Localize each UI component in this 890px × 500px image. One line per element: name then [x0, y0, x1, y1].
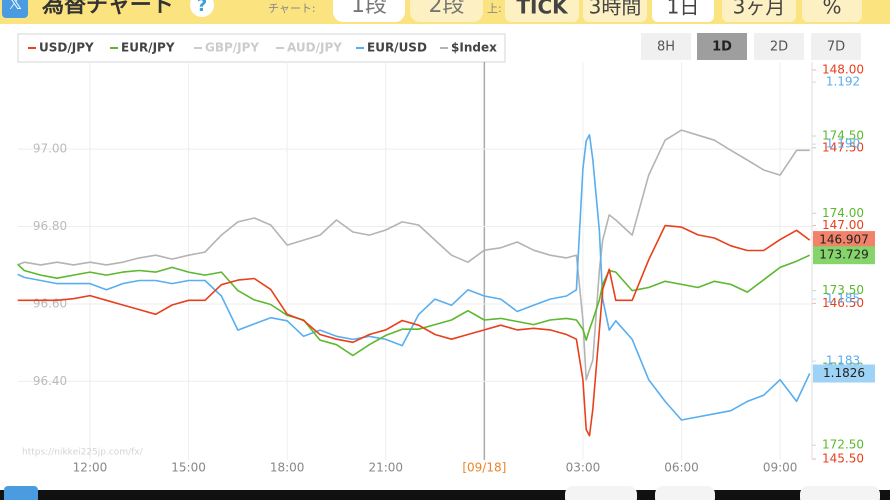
- period-button[interactable]: [697, 33, 747, 60]
- app-title: 為替チャート: [42, 0, 174, 18]
- period-button-label: 2D: [770, 40, 788, 55]
- range-button-label: 3ヶ月: [733, 0, 786, 19]
- range-button-label: 3時間: [589, 0, 642, 19]
- y-tick-label: 145.50: [822, 452, 864, 466]
- y-tick-label: 1.190: [826, 137, 860, 151]
- value-badge: [813, 246, 875, 265]
- period-button-label: 7D: [827, 40, 845, 55]
- y-tick-label: 146.50: [822, 296, 864, 310]
- bottom-button[interactable]: [800, 486, 880, 500]
- period-button-label: 1D: [712, 40, 732, 55]
- legend-label[interactable]: EUR/JPY: [121, 41, 175, 55]
- series-line: [17, 129, 810, 381]
- x-tick-label: 06:00: [664, 461, 699, 475]
- value-badge: [813, 364, 875, 383]
- period-button-label: 8H: [657, 40, 675, 55]
- bottom-bar: [0, 490, 890, 500]
- value-badge-label: 1.1826: [823, 366, 865, 380]
- x-tick-label: 15:00: [171, 461, 206, 475]
- value-badge-label: 173.729: [819, 248, 869, 262]
- layout-button[interactable]: [333, 0, 405, 22]
- legend-label[interactable]: GBP/JPY: [205, 41, 259, 55]
- range-button[interactable]: [722, 0, 796, 22]
- y-tick-label: 172.50: [822, 438, 864, 452]
- x-tick-label: [09/18]: [462, 461, 506, 475]
- y-tick-label: 147.00: [822, 218, 864, 232]
- layout-button[interactable]: [410, 0, 483, 22]
- layout-button-label: 2段: [429, 0, 465, 18]
- period-button[interactable]: [754, 33, 804, 60]
- y-tick-label: 96.40: [33, 374, 67, 388]
- legend-box: [17, 33, 506, 63]
- chart-label: チャート:: [268, 2, 316, 15]
- y-tick-label: 174.00: [822, 206, 864, 220]
- bottom-button[interactable]: [655, 486, 715, 500]
- legend-label[interactable]: AUD/JPY: [287, 41, 342, 55]
- period-button[interactable]: [641, 33, 691, 60]
- x-tick-label: 12:00: [73, 461, 108, 475]
- toolbar: 1段 2段 上: TICK 3時間 1日 3ヶ月%: [333, 0, 862, 22]
- x-tick-label: 21:00: [368, 461, 403, 475]
- y-tick-label: 1.185: [826, 292, 860, 306]
- upper-label: 上:: [487, 2, 502, 15]
- x-tick-label: 18:00: [270, 461, 305, 475]
- chart-panel: [0, 24, 890, 490]
- range-button-label: TICK: [516, 0, 569, 19]
- range-button[interactable]: [505, 0, 579, 22]
- range-button-label: 1日: [667, 0, 700, 19]
- y-tick-label: 148.00: [822, 62, 864, 76]
- series-line: [17, 134, 811, 421]
- value-badge: [813, 231, 875, 250]
- bottom-icon[interactable]: [4, 486, 38, 500]
- legend-label[interactable]: USD/JPY: [39, 41, 94, 55]
- y-tick-label: 1.183: [826, 354, 860, 368]
- series-line: [17, 224, 811, 437]
- series-line: [17, 254, 811, 357]
- x-tick-label: 03:00: [566, 461, 601, 475]
- legend-label[interactable]: $Index: [451, 41, 497, 55]
- help-glyph: ?: [197, 0, 207, 16]
- legend-label[interactable]: EUR/USD: [367, 41, 427, 55]
- range-button[interactable]: [583, 0, 647, 22]
- help-icon[interactable]: [190, 0, 214, 17]
- y-tick-label: 147.50: [822, 140, 864, 154]
- y-tick-label: 97.00: [33, 142, 67, 156]
- y-tick-label: 96.80: [33, 219, 67, 233]
- x-glyph: 𝕏: [8, 0, 23, 14]
- range-button[interactable]: [652, 0, 714, 22]
- period-button[interactable]: [811, 33, 861, 60]
- x-tick-label: 09:00: [763, 461, 798, 475]
- x-icon[interactable]: [2, 0, 28, 18]
- watermark: https://nikkei225jp.com/fx/: [22, 448, 144, 458]
- y-tick-label: 1.192: [826, 75, 860, 89]
- y-tick-label: 96.60: [33, 296, 67, 310]
- y-tick-label: 173.50: [822, 283, 864, 297]
- chart: 12:00 15:00 18:00 21:00 [09/18] 03:00 06:00 09:…: [17, 62, 875, 475]
- bottom-button[interactable]: [565, 486, 637, 500]
- layout-button-label: 1段: [351, 0, 387, 18]
- value-badge-label: 146.907: [819, 233, 869, 247]
- range-button[interactable]: [802, 0, 862, 22]
- y-tick-label: 174.50: [822, 129, 864, 143]
- range-button-label: %: [822, 0, 841, 19]
